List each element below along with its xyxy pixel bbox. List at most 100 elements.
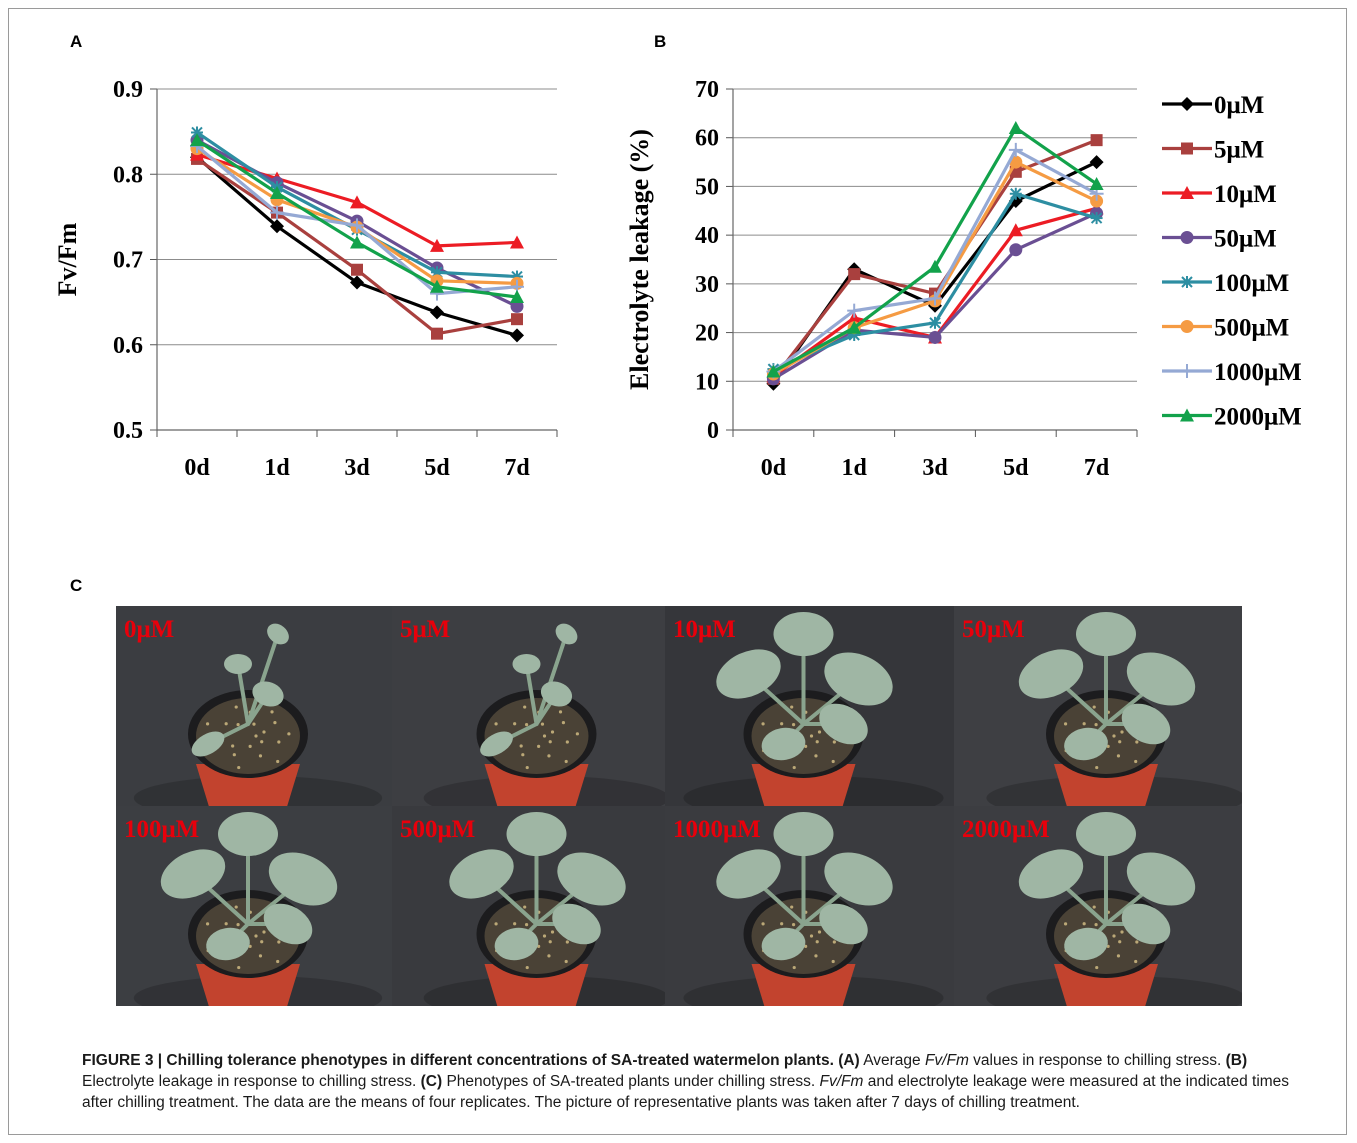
y-tick-label: 0.7: [113, 248, 143, 274]
plant-illustration: [954, 806, 1242, 1006]
soil: [484, 698, 589, 774]
soil-speck: [254, 934, 258, 938]
leaf: [1126, 652, 1196, 706]
soil-speck: [791, 723, 796, 727]
soil-speck: [248, 744, 252, 748]
data-point: [511, 313, 523, 326]
series-2000μM: [190, 133, 524, 304]
soil-speck: [761, 922, 765, 926]
caption-a-text-1: Average: [863, 1052, 921, 1069]
stem: [524, 662, 539, 726]
data-point: [270, 205, 284, 220]
leaf: [716, 849, 781, 899]
soil-speck: [780, 922, 784, 926]
photo-label: 0μM: [124, 616, 175, 643]
soil-speck: [832, 740, 836, 744]
soil-speck: [550, 930, 555, 934]
plant-illustration: [954, 606, 1242, 806]
leaf: [218, 812, 278, 856]
figure-caption: FIGURE 3 | Chilling tolerance phenotypes…: [82, 1050, 1322, 1113]
soil-speck: [262, 930, 266, 934]
x-tick-label: 0d: [184, 455, 210, 481]
x-tick-label: 7d: [504, 455, 530, 481]
soil-speck: [575, 732, 579, 736]
soil-speck: [1135, 740, 1139, 744]
leaf: [1064, 727, 1108, 761]
soil-speck: [809, 734, 814, 738]
leaf: [1121, 703, 1171, 745]
soil-speck: [1092, 705, 1096, 709]
soil-speck: [237, 965, 241, 970]
soil-speck: [815, 740, 819, 744]
plant-photo: 2000μM: [954, 806, 1242, 1006]
caption-tag-b: (B): [1225, 1052, 1248, 1069]
plant-illustration: [116, 806, 392, 1006]
leaf: [761, 927, 806, 961]
soil-speck: [277, 940, 281, 944]
soil-speck: [548, 740, 552, 744]
plant-photo: 50μM: [954, 606, 1242, 806]
soil-speck: [237, 765, 241, 770]
leaf: [819, 903, 868, 945]
leaf: [557, 852, 626, 906]
leaf: [824, 852, 893, 906]
caption-fvfm-2: Fv/Fm: [819, 1073, 864, 1090]
leaf: [819, 703, 868, 745]
leaf: [252, 681, 284, 707]
plant-photo: 0μM: [116, 606, 392, 806]
plant-illustration: [392, 606, 665, 806]
pot-body: [751, 964, 856, 1006]
soil-speck: [547, 754, 551, 758]
soil-speck: [523, 705, 527, 709]
leaf: [773, 812, 834, 856]
pot-body: [196, 964, 300, 1006]
soil-speck: [260, 940, 264, 944]
leaf: [512, 654, 541, 674]
leaf: [224, 654, 252, 674]
soil-speck: [262, 730, 266, 734]
leaf: [267, 623, 289, 645]
soil-speck: [494, 722, 498, 726]
soil-speck: [236, 723, 240, 727]
leaf: [555, 623, 578, 645]
soil-speck: [523, 905, 527, 909]
soil-speck: [205, 922, 210, 926]
series-5μM: [191, 152, 523, 340]
y-tick-label: 0.6: [113, 333, 143, 359]
soil-speck: [792, 765, 796, 770]
soil-speck: [1094, 923, 1098, 927]
soil-speck: [791, 923, 796, 927]
plant-illustration: [665, 606, 954, 806]
caption-c-text: Phenotypes of SA-treated plants under ch…: [446, 1073, 816, 1090]
stem: [246, 632, 280, 726]
photo-label: 500μM: [400, 816, 476, 843]
y-tick-label: 0.9: [113, 77, 143, 103]
soil-speck: [1082, 922, 1086, 926]
leaf: [1064, 927, 1108, 961]
panel-letter-a: A: [70, 32, 83, 51]
plant-photo: 10μM: [665, 606, 954, 806]
caption-tail: and electrolyte leakage were measured at…: [82, 1073, 1290, 1111]
soil-speck: [525, 965, 529, 970]
soil-speck: [547, 954, 551, 958]
caption-a-text-2: values in response to chilling stress.: [973, 1052, 1222, 1069]
leaf: [480, 731, 513, 757]
soil-speck: [231, 744, 235, 748]
plant-photo: 5μM: [392, 606, 665, 806]
plant-photo: 1000μM: [665, 806, 954, 1006]
leaf: [1076, 812, 1136, 856]
chart-a-fvfm: 0.5 0.6 0.7 0.8 0.9 0d 1d 3d 5d 7d Fv/Fm: [53, 77, 558, 481]
soil-speck: [1094, 723, 1098, 727]
soil-speck: [550, 730, 555, 734]
soil-speck: [236, 923, 240, 927]
soil-speck: [270, 710, 274, 714]
caption-fvfm-1: Fv/Fm: [924, 1052, 969, 1069]
soil-speck: [815, 940, 819, 944]
soil-speck: [817, 930, 822, 934]
leaf: [449, 849, 514, 899]
pot-body: [484, 964, 589, 1006]
soil-speck: [814, 954, 818, 958]
soil-speck: [790, 705, 794, 709]
soil-speck: [1118, 940, 1122, 944]
data-point: [190, 133, 204, 147]
